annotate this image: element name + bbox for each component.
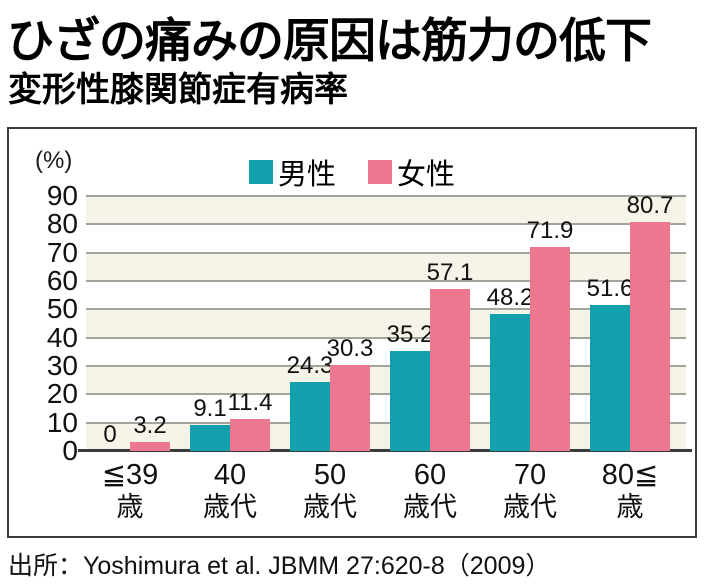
bar-value-label: 80.7	[626, 192, 674, 219]
x-axis-tick-label: ≦39 歳	[101, 459, 159, 522]
bar-group: 51.6 80.7 80≦ 歳	[586, 192, 686, 523]
plot-band	[86, 422, 686, 451]
bar-value-label: 51.6	[586, 275, 634, 302]
bar-group: 9.1 11.4 40 歳代	[186, 196, 286, 522]
gridline	[86, 280, 686, 282]
plot-area: 90 80 70 60 50 40 30 20 10 0 0 3.2 ≦39 歳 9.1 11.4 40 歳代 24…	[47, 180, 692, 523]
y-axis-tick-label: 40	[46, 321, 78, 353]
bar-value-label: 48.2	[486, 284, 534, 311]
gridline	[86, 421, 686, 424]
bar-value-label: 9.1	[193, 395, 227, 422]
chart-frame: (%) 男性 女性 90 80 70 60 50 40 30 20 10 0 0 3.2 ≦39 歳 9.1…	[7, 127, 697, 538]
gridline	[86, 365, 686, 367]
source-citation: 出所：Yoshimura et al. JBMM 27:620-8（2009）	[8, 552, 551, 580]
bar-female	[430, 289, 470, 451]
y-axis-tick-label: 60	[46, 265, 78, 296]
bar-male	[490, 314, 530, 451]
bar-value-label: 3.2	[133, 412, 167, 439]
bar-value-label: 0	[103, 421, 117, 448]
bar-male	[390, 351, 430, 451]
gridline	[86, 393, 686, 396]
legend-label-male: 男性	[277, 159, 336, 191]
page-title: ひざの痛みの原因は筋力の低下	[7, 14, 652, 67]
bar-value-label: 24.3	[286, 352, 334, 379]
plot-band	[86, 196, 686, 225]
plot-band	[86, 224, 686, 253]
bar-value-label: 11.4	[227, 389, 273, 416]
y-axis-tick-label: 10	[46, 406, 78, 438]
plot-band	[86, 337, 686, 366]
y-axis-tick-label: 0	[62, 435, 78, 466]
page-subtitle: 変形性膝関節症有病率	[8, 71, 348, 109]
x-axis-tick-label: 40 歳代	[203, 459, 257, 522]
y-axis-tick-label: 20	[46, 378, 78, 410]
y-axis-tick-label: 90	[46, 180, 78, 211]
legend-item-female: 女性	[368, 151, 455, 193]
bar-group: 48.2 71.9 70 歳代	[486, 196, 586, 523]
x-axis-tick-label: 70 歳代	[503, 459, 557, 522]
x-axis-tick-label: 50 歳代	[303, 459, 357, 522]
bar-female	[130, 442, 170, 451]
gridline	[86, 336, 686, 339]
x-axis-line	[78, 449, 692, 452]
plot-band	[86, 281, 686, 310]
bar-group: 24.3 30.3 50 歳代	[286, 196, 386, 523]
gridline	[86, 308, 686, 311]
legend-item-male: 男性	[248, 151, 336, 193]
bar-male	[590, 305, 630, 451]
bar-value-label: 30.3	[326, 335, 374, 362]
male-series-swatch-icon	[248, 160, 273, 184]
gridline	[86, 251, 686, 254]
bar-group: 35.2 57.1 60 歳代	[386, 196, 486, 523]
y-axis-tick-label: 30	[46, 350, 78, 381]
bar-female	[630, 222, 670, 451]
bar-male	[190, 425, 230, 451]
bar-female	[530, 247, 570, 451]
plot-band	[86, 309, 686, 338]
female-series-swatch-icon	[368, 160, 392, 184]
plot-band	[86, 394, 686, 423]
x-axis-tick-label: 80≦ 歳	[601, 459, 659, 522]
y-axis-tick-label: 70	[46, 236, 78, 268]
bar-value-label: 71.9	[526, 217, 574, 244]
bar-group: 0 3.2 ≦39 歳	[86, 196, 186, 522]
y-axis-unit-label: (%)	[35, 147, 73, 174]
gridline	[86, 195, 686, 197]
gridline	[86, 223, 686, 226]
x-axis-tick-label: 60 歳代	[403, 459, 457, 522]
bar-male	[290, 382, 330, 451]
bar-female	[330, 365, 370, 451]
y-axis-tick-label: 80	[46, 208, 78, 240]
bar-value-label: 35.2	[386, 321, 434, 348]
legend-label-female: 女性	[397, 159, 456, 191]
bar-value-label: 57.1	[426, 259, 474, 286]
plot-band	[86, 366, 686, 395]
plot-band	[86, 252, 686, 281]
bar-female	[230, 419, 270, 451]
y-axis-tick-label: 50	[46, 293, 78, 325]
chart-legend: 男性 女性	[9, 151, 695, 193]
